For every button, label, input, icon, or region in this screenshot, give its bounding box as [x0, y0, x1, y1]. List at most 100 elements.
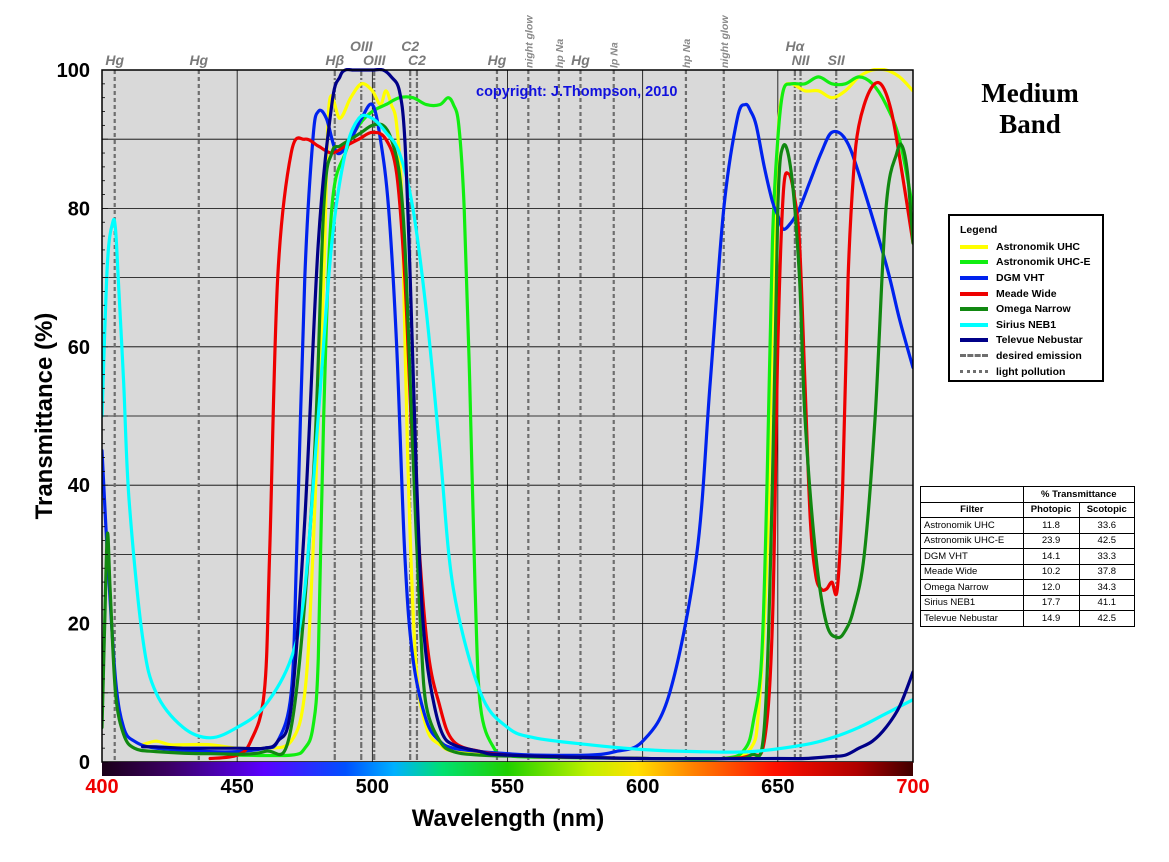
axis-ticks: 0 20 40 60 80 100 400 450 500 550 600 650 700 — [57, 60, 930, 798]
table-row: DGM VHT 14.1 33.3 — [920, 548, 1136, 565]
side-title: Medium Band — [940, 78, 1120, 140]
legend-entry-label: Astronomik UHC — [996, 240, 1081, 253]
legend-entry-label: Meade Wide — [996, 287, 1057, 300]
table-row: Sirius NEB1 17.7 41.1 — [920, 594, 1136, 611]
y-tick-label: 80 — [68, 198, 90, 220]
legend-swatch — [960, 322, 988, 327]
legend-entry: Astronomik UHC — [960, 239, 1096, 255]
emission-line-label: night glow — [719, 15, 731, 68]
table-cell-filter: Meade Wide — [920, 563, 1024, 580]
emission-line-label: lp Na — [609, 42, 621, 68]
table-cell-scotopic: 34.3 — [1078, 579, 1136, 596]
y-tick-label: 100 — [57, 60, 90, 82]
emission-line-label: OIII — [363, 52, 387, 68]
table-corner — [920, 486, 1024, 503]
table-cell-scotopic: 33.6 — [1078, 517, 1136, 534]
legend-entry: Sirius NEB1 — [960, 317, 1096, 333]
series-layer — [102, 68, 913, 761]
emission-line-label: hp Na — [681, 39, 693, 68]
x-tick-label: 500 — [356, 776, 389, 798]
table-row: Meade Wide 10.2 37.8 — [920, 563, 1136, 580]
legend-entry-label: DGM VHT — [996, 271, 1045, 284]
series-line-astronomik-uhc-e — [235, 75, 913, 761]
legend-entry-label: Televue Nebustar — [996, 334, 1083, 347]
y-tick-label: 0 — [79, 752, 90, 774]
series-line-omega-narrow — [102, 122, 913, 761]
table-row: Omega Narrow 12.0 34.3 — [920, 579, 1136, 596]
table-cell-photopic: 12.0 — [1022, 579, 1080, 596]
emission-line-label: hp Na — [554, 39, 566, 68]
transmittance-table: % Transmittance Filter Photopic Scotopic… — [920, 486, 1136, 627]
table-cell-photopic: 17.7 — [1022, 594, 1080, 611]
legend-entry: DGM VHT — [960, 270, 1096, 286]
table-cell-photopic: 14.1 — [1022, 548, 1080, 565]
table-cell-photopic: 10.2 — [1022, 563, 1080, 580]
series-line-sirius-neb1 — [102, 113, 913, 754]
legend-entry: desired emission — [960, 348, 1096, 364]
legend-swatch — [960, 291, 988, 296]
x-tick-label: 650 — [761, 776, 794, 798]
x-tick-label: 550 — [491, 776, 524, 798]
table-cell-scotopic: 37.8 — [1078, 563, 1136, 580]
table-cell-photopic: 23.9 — [1022, 532, 1080, 549]
legend-entry: Televue Nebustar — [960, 333, 1096, 349]
legend-entry-label: Sirius NEB1 — [996, 318, 1057, 331]
y-tick-label: 40 — [68, 475, 90, 497]
emission-line-label: Hβ — [325, 52, 344, 68]
legend-title: Legend — [960, 224, 998, 236]
legend-entry-label: Omega Narrow — [996, 303, 1071, 316]
table-col-filter: Filter — [920, 501, 1024, 518]
emission-line-label: C2 — [408, 52, 426, 68]
table-row: Astronomik UHC-E 23.9 42.5 — [920, 532, 1136, 549]
legend-swatch — [960, 338, 988, 343]
side-title-line-2: Band — [999, 109, 1061, 139]
emission-line-label: NII — [792, 52, 811, 68]
legend-swatch — [960, 260, 988, 265]
legend-swatch — [960, 354, 988, 358]
emission-line-label: night glow — [523, 15, 535, 68]
table-cell-photopic: 11.8 — [1022, 517, 1080, 534]
table-cell-filter: Astronomik UHC — [920, 517, 1024, 534]
table-cell-photopic: 14.9 — [1022, 610, 1080, 627]
emission-line-label: SII — [828, 52, 846, 68]
table-cell-filter: Televue Nebustar — [920, 610, 1024, 627]
table-cell-filter: Omega Narrow — [920, 579, 1024, 596]
table-cell-filter: Astronomik UHC-E — [920, 532, 1024, 549]
x-tick-label: 450 — [220, 776, 253, 798]
legend-entry-label: Astronomik UHC-E — [996, 256, 1091, 269]
table-row: Astronomik UHC 11.8 33.6 — [920, 517, 1136, 534]
emission-line-label: Hg — [488, 52, 507, 68]
x-tick-label: 400 — [85, 776, 118, 798]
legend-swatch — [960, 307, 988, 312]
side-title-line-1: Medium — [981, 78, 1079, 108]
table-cell-scotopic: 41.1 — [1078, 594, 1136, 611]
emission-line-label: Hg — [571, 52, 590, 68]
table-row: Televue Nebustar 14.9 42.5 — [920, 610, 1136, 627]
y-tick-label: 20 — [68, 614, 90, 636]
legend-swatch — [960, 370, 988, 374]
x-tick-label: 600 — [626, 776, 659, 798]
legend-entry-label: desired emission — [996, 349, 1082, 362]
x-axis-label: Wavelength (nm) — [412, 805, 604, 832]
table-col-scotopic: Scotopic — [1078, 501, 1136, 518]
spectrum-bar — [102, 762, 913, 776]
table-cell-filter: Sirius NEB1 — [920, 594, 1024, 611]
legend-entry-label: light pollution — [996, 365, 1066, 378]
series-line-televue-nebustar — [141, 68, 913, 761]
series-line-dgm-vht — [102, 102, 913, 758]
legend-entry: Astronomik UHC-E — [960, 255, 1096, 271]
table-body: Astronomik UHC 11.8 33.6 Astronomik UHC-E 23… — [920, 517, 1136, 627]
table-cell-scotopic: 42.5 — [1078, 532, 1136, 549]
copyright-annotation: copyright: J.Thompson, 2010 — [476, 84, 677, 100]
emission-line-label: Hg — [189, 52, 208, 68]
table-cell-scotopic: 33.3 — [1078, 548, 1136, 565]
legend-entry: Omega Narrow — [960, 301, 1096, 317]
x-tick-label: 700 — [896, 776, 929, 798]
y-axis-label: Transmittance (%) — [31, 313, 58, 520]
legend-entry: light pollution — [960, 364, 1096, 380]
table-col-photopic: Photopic — [1022, 501, 1080, 518]
y-tick-label: 60 — [68, 337, 90, 359]
legend-swatch — [960, 275, 988, 280]
emission-line-label: C2 — [401, 38, 419, 54]
